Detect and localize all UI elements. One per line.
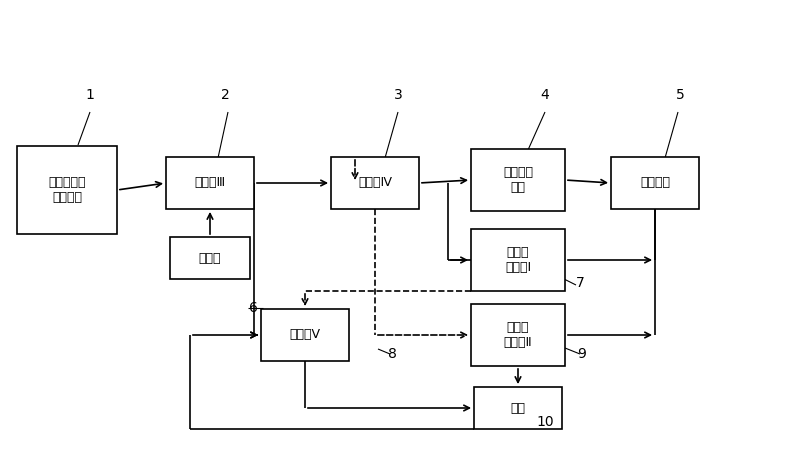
Text: 电液伺服
系统: 电液伺服 系统 [503, 166, 533, 194]
Text: 滤波器Ⅳ: 滤波器Ⅳ [358, 176, 392, 190]
Bar [471, 304, 565, 366]
Text: 延时: 延时 [510, 402, 526, 414]
Text: 卡尔曼
滤波器Ⅰ: 卡尔曼 滤波器Ⅰ [505, 246, 531, 274]
Text: 10: 10 [536, 415, 554, 429]
Text: 响应信号: 响应信号 [640, 176, 670, 190]
Text: 4: 4 [541, 88, 550, 102]
Bar [166, 157, 254, 209]
Text: 5: 5 [676, 88, 684, 102]
Bar [471, 149, 565, 211]
Text: 9: 9 [578, 347, 586, 361]
Bar [474, 387, 562, 429]
Bar [261, 309, 349, 361]
Text: 功率谱密度
参考信号: 功率谱密度 参考信号 [48, 176, 86, 204]
Text: 8: 8 [387, 347, 397, 361]
Bar [471, 229, 565, 291]
Text: 卡尔曼
滤波器Ⅱ: 卡尔曼 滤波器Ⅱ [504, 321, 532, 349]
Text: 1: 1 [86, 88, 94, 102]
Bar [170, 237, 250, 279]
Text: 2: 2 [221, 88, 230, 102]
Bar [331, 157, 419, 209]
Text: 7: 7 [576, 276, 584, 290]
Bar [17, 146, 117, 234]
Text: 滤波器Ⅴ: 滤波器Ⅴ [290, 329, 321, 341]
Text: 白噪声: 白噪声 [198, 251, 222, 265]
Text: 6: 6 [249, 301, 258, 315]
Text: 滤波器Ⅲ: 滤波器Ⅲ [194, 176, 226, 190]
Bar [611, 157, 699, 209]
Text: 3: 3 [394, 88, 402, 102]
